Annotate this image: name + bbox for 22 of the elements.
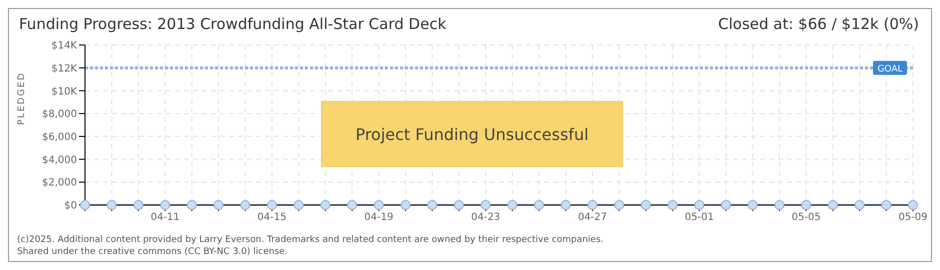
x-tick-label: 05-05 [792, 212, 821, 224]
chart-title: Funding Progress: 2013 Crowdfunding All-Star Card Deck [19, 15, 446, 33]
x-tick-label: 04-15 [257, 212, 286, 224]
y-tick-label: $8,000 [42, 109, 77, 120]
x-tick-label: 04-23 [471, 212, 500, 224]
x-tick-label: 05-09 [898, 212, 928, 224]
y-tick-label: $4,000 [42, 154, 77, 166]
y-tick-label: $2,000 [42, 178, 77, 189]
y-tick-label: $12K [51, 63, 78, 74]
y-tick-label: $10K [51, 86, 78, 98]
text: (c)2025. Additional content provided by Larry Everson. Trademarks and related content are owned by their respective companies. [17, 235, 604, 245]
y-tick-label: $6,000 [42, 132, 77, 143]
x-tick-label: 04-19 [364, 212, 394, 224]
x-tick-label: 04-27 [578, 212, 608, 224]
x-tick-label: 05-01 [684, 212, 714, 224]
chart-subtitle: Closed at: $66 / $12k (0%) [718, 15, 919, 33]
ref-line-label: GOAL [877, 64, 903, 74]
x-tick-label: 04-11 [150, 212, 180, 224]
y-tick-label: $0 [64, 200, 77, 212]
y-tick-label: $14K [51, 40, 78, 52]
y-axis-title: PLEDGED [17, 72, 28, 125]
text: Shared under the creative commons (CC BY-NC 3.0) license. [17, 247, 288, 257]
